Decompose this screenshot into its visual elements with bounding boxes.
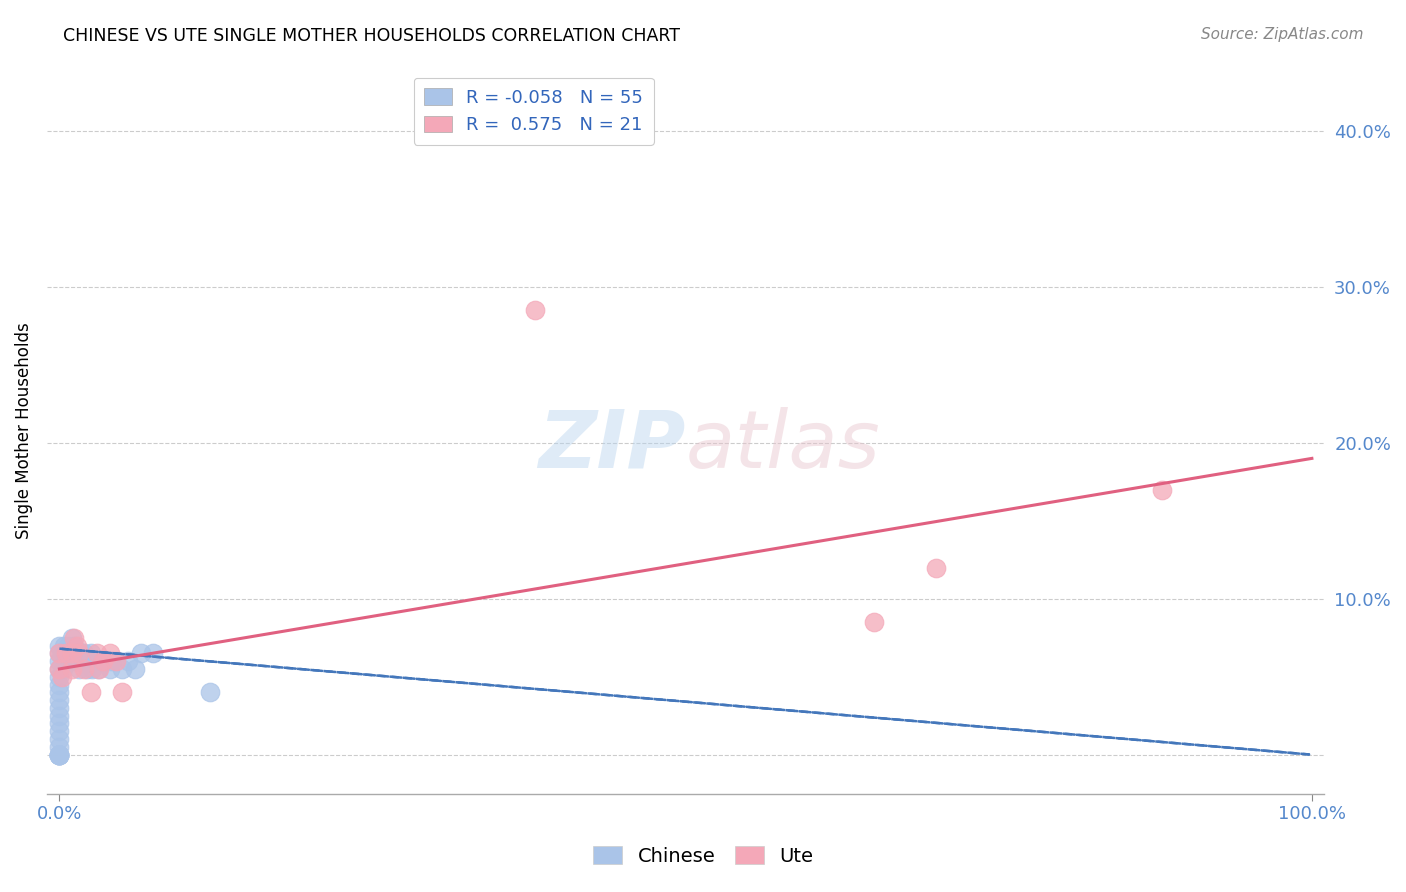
Point [55,646,77,660]
Point [53,639,76,653]
Point [60,646,83,660]
Point [48,747,70,762]
Point [98,662,121,676]
Point [51,646,73,660]
Point [111,662,134,676]
Point [48,646,70,660]
Point [1150,483,1173,497]
Point [142,646,165,660]
Text: Source: ZipAtlas.com: Source: ZipAtlas.com [1201,27,1364,42]
Point [48,724,70,739]
Point [89,662,111,676]
Point [48,739,70,754]
Point [117,654,139,668]
Point [48,646,70,660]
Point [111,685,134,699]
Legend: R = -0.058   N = 55, R =  0.575   N = 21: R = -0.058 N = 55, R = 0.575 N = 21 [413,78,654,145]
Point [76,662,98,676]
Point [925,560,948,574]
Point [98,646,121,660]
Point [52,662,75,676]
Point [77,654,100,668]
Point [48,747,70,762]
Point [48,716,70,731]
Point [48,654,70,668]
Point [60,631,83,645]
Point [48,747,70,762]
Point [48,639,70,653]
Point [66,639,89,653]
Point [73,662,96,676]
Point [80,685,103,699]
Point [73,646,96,660]
Point [80,646,103,660]
Point [48,701,70,715]
Point [55,646,77,660]
Legend: Chinese, Ute: Chinese, Ute [585,838,821,873]
Point [48,708,70,723]
Point [91,654,114,668]
Point [48,662,70,676]
Point [48,732,70,747]
Point [524,303,547,318]
Point [58,646,80,660]
Point [63,631,86,645]
Point [69,646,91,660]
Text: atlas: atlas [686,407,880,484]
Point [56,654,79,668]
Point [124,662,146,676]
Point [129,646,152,660]
Point [48,677,70,691]
Point [69,662,91,676]
Point [198,685,221,699]
Point [66,654,89,668]
Point [48,670,70,684]
Point [63,654,86,668]
Point [91,654,114,668]
Text: ZIP: ZIP [538,407,686,484]
Point [69,646,91,660]
Point [60,662,83,676]
Point [48,685,70,699]
Point [63,639,86,653]
Point [86,646,108,660]
Point [56,639,79,653]
Point [70,654,93,668]
Point [862,615,884,629]
Point [87,662,110,676]
Text: CHINESE VS UTE SINGLE MOTHER HOUSEHOLDS CORRELATION CHART: CHINESE VS UTE SINGLE MOTHER HOUSEHOLDS … [63,27,681,45]
Point [48,747,70,762]
Point [60,646,83,660]
Point [104,654,127,668]
Point [48,747,70,762]
Point [48,662,70,676]
Point [101,654,124,668]
Point [80,662,103,676]
Point [48,693,70,707]
Point [67,646,90,660]
Y-axis label: Single Mother Households: Single Mother Households [15,323,32,540]
Point [65,646,87,660]
Point [86,654,108,668]
Point [59,654,82,668]
Point [48,747,70,762]
Point [52,646,75,660]
Point [51,670,73,684]
